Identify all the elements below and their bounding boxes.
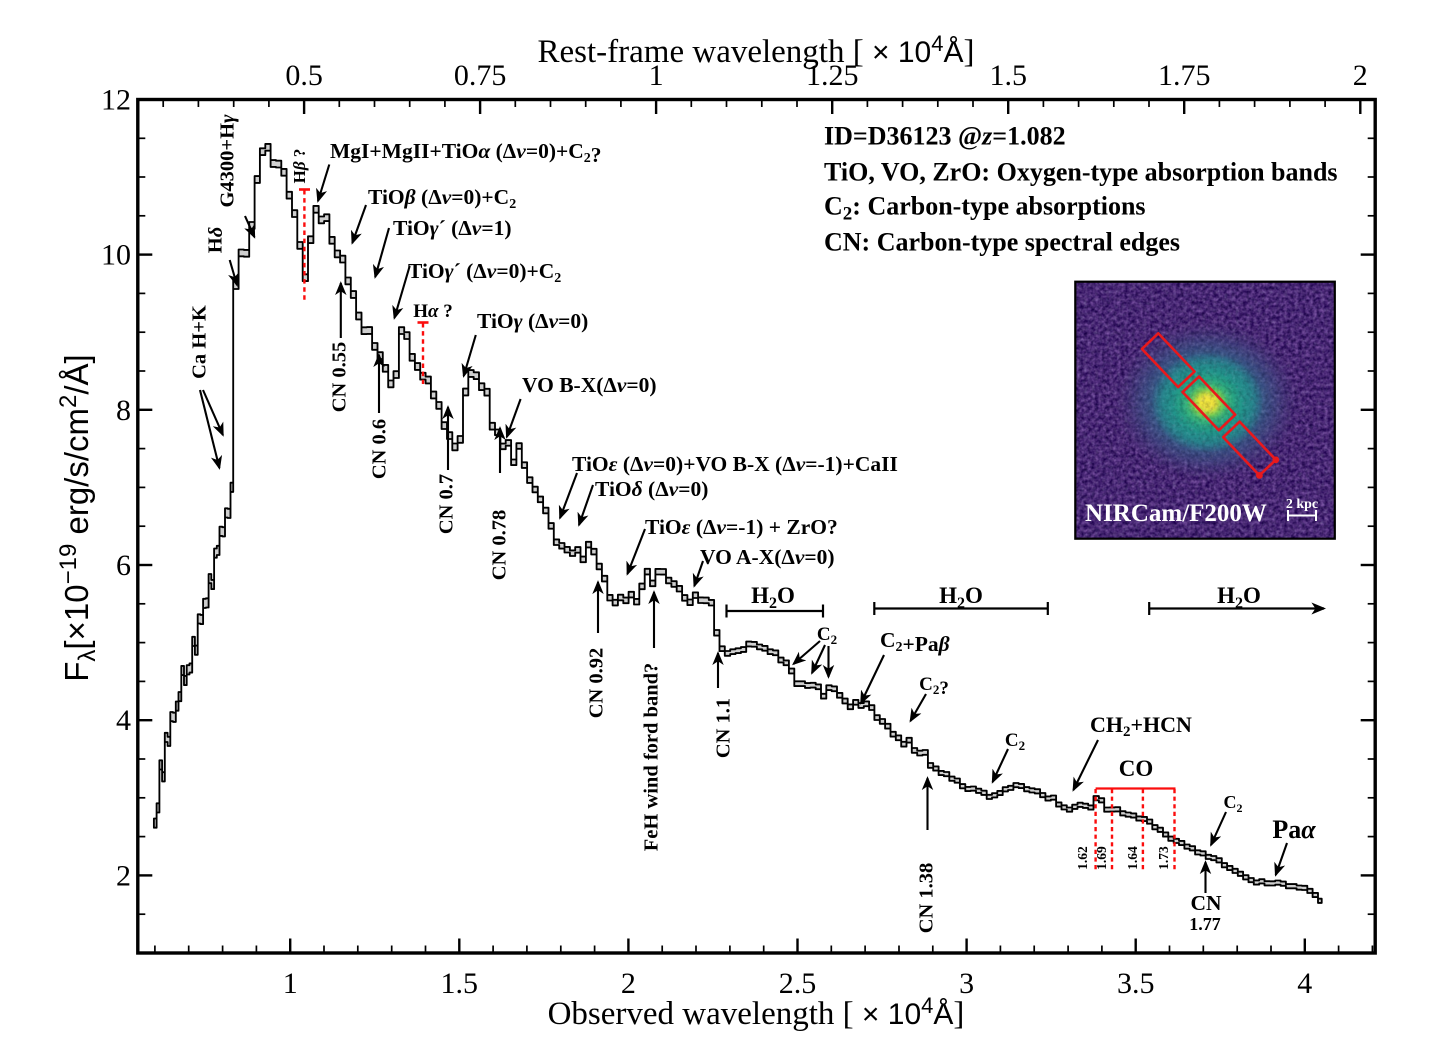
svg-text:CN 0.78: CN 0.78 <box>489 510 511 581</box>
svg-text:CN 1.38: CN 1.38 <box>916 863 938 934</box>
svg-text:1.75: 1.75 <box>1158 59 1211 92</box>
svg-text:1.69: 1.69 <box>1094 846 1109 870</box>
svg-text:4: 4 <box>116 704 131 737</box>
svg-text:TiOε (Δν=0)+VO B-X (Δν=-1)+CaI: TiOε (Δν=0)+VO B-X (Δν=-1)+CaII <box>572 452 898 476</box>
svg-text:H2O: H2O <box>1217 583 1261 612</box>
svg-text:TiOε (Δν=-1) + ZrO?: TiOε (Δν=-1) + ZrO? <box>645 515 838 539</box>
svg-text:Observed wavelength [ × 104Å]: Observed wavelength [ × 104Å] <box>548 993 965 1032</box>
svg-text:8: 8 <box>116 394 131 427</box>
svg-text:TiOγ´ (Δν=0)+C2: TiOγ´ (Δν=0)+C2 <box>408 259 561 286</box>
svg-text:TiO, VO, ZrO: Oxygen-type abso: TiO, VO, ZrO: Oxygen-type absorption ban… <box>824 158 1338 187</box>
svg-text:0.75: 0.75 <box>454 59 507 92</box>
svg-text:CH2+HCN: CH2+HCN <box>1090 712 1192 740</box>
svg-text:G4300+Hγ: G4300+Hγ <box>217 114 239 208</box>
svg-text:1.73: 1.73 <box>1156 846 1171 870</box>
svg-text:Hβ ?: Hβ ? <box>290 149 309 184</box>
svg-text:1.25: 1.25 <box>806 59 859 92</box>
svg-text:1.62: 1.62 <box>1075 846 1090 870</box>
svg-text:2 kpc: 2 kpc <box>1286 497 1318 512</box>
svg-text:NIRCam/F200W: NIRCam/F200W <box>1085 500 1267 527</box>
svg-text:4: 4 <box>1297 967 1312 1000</box>
svg-text:CN: CN <box>1190 891 1222 915</box>
svg-text:ID=D36123 @z=1.082: ID=D36123 @z=1.082 <box>824 122 1066 151</box>
svg-text:C2+Paβ: C2+Paβ <box>880 628 950 656</box>
svg-text:MgI+MgII+TiOα (Δν=0)+C2?: MgI+MgII+TiOα (Δν=0)+C2? <box>330 139 602 167</box>
svg-text:Hα ?: Hα ? <box>413 301 453 322</box>
svg-text:Rest-frame wavelength [ × 104Å: Rest-frame wavelength [ × 104Å] <box>538 31 975 70</box>
svg-text:C2: Carbon-type absorptions: C2: Carbon-type absorptions <box>824 192 1146 225</box>
svg-text:CN 0.55: CN 0.55 <box>329 342 351 413</box>
svg-text:Hδ: Hδ <box>205 227 227 253</box>
svg-text:2.5: 2.5 <box>779 967 817 1000</box>
svg-text:3.5: 3.5 <box>1117 967 1155 1000</box>
svg-text:3: 3 <box>959 967 974 1000</box>
svg-text:12: 12 <box>101 84 131 117</box>
svg-text:TiOδ (Δν=0): TiOδ (Δν=0) <box>595 477 708 501</box>
svg-text:1.5: 1.5 <box>441 967 479 1000</box>
svg-text:1: 1 <box>649 59 664 92</box>
svg-text:TiOγ´ (Δν=1): TiOγ´ (Δν=1) <box>393 216 512 240</box>
svg-text:CN 0.7: CN 0.7 <box>436 474 458 534</box>
svg-text:1.77: 1.77 <box>1189 914 1221 934</box>
svg-text:TiOβ (Δν=0)+C2: TiOβ (Δν=0)+C2 <box>368 185 516 212</box>
svg-text:2: 2 <box>116 859 131 892</box>
svg-text:Fλ[×10−19 erg/s/cm2/Å]: Fλ[×10−19 erg/s/cm2/Å] <box>55 354 101 681</box>
svg-text:0.5: 0.5 <box>285 59 323 92</box>
svg-text:CN 1.1: CN 1.1 <box>713 698 735 758</box>
svg-text:CN: Carbon-type spectral edges: CN: Carbon-type spectral edges <box>824 228 1180 257</box>
svg-text:10: 10 <box>101 239 131 272</box>
svg-text:1: 1 <box>283 967 298 1000</box>
svg-text:TiOγ (Δν=0): TiOγ (Δν=0) <box>477 309 588 333</box>
svg-text:CO: CO <box>1119 756 1154 781</box>
svg-text:Ca H+K: Ca H+K <box>189 305 211 379</box>
svg-text:CN 0.92: CN 0.92 <box>586 648 608 719</box>
svg-text:VO B-X(Δν=0): VO B-X(Δν=0) <box>522 373 657 397</box>
svg-text:1.5: 1.5 <box>989 59 1027 92</box>
svg-text:6: 6 <box>116 549 131 582</box>
svg-text:CN 0.6: CN 0.6 <box>369 419 391 479</box>
svg-text:VO A-X(Δν=0): VO A-X(Δν=0) <box>700 545 835 569</box>
svg-text:2: 2 <box>621 967 636 1000</box>
svg-text:FeH wind ford band?: FeH wind ford band? <box>641 663 663 852</box>
svg-text:2: 2 <box>1353 59 1368 92</box>
svg-text:Paα: Paα <box>1272 815 1316 844</box>
svg-text:1.64: 1.64 <box>1125 846 1140 870</box>
